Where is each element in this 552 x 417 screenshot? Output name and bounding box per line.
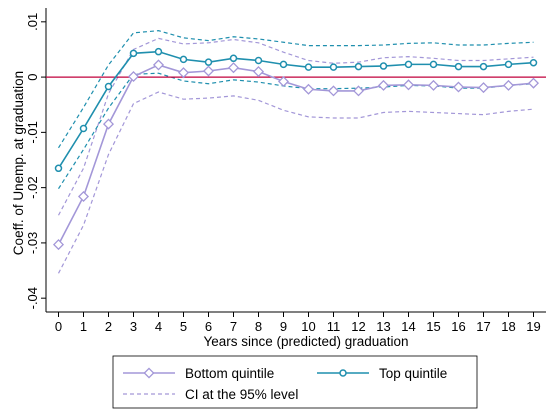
y-axis-label: Coeff. of Unemp. at graduation: [11, 71, 26, 255]
bottom-quintile-lower-ci-line: [57, 91, 534, 274]
y-tick-label: -.02: [25, 176, 40, 198]
y-tick-label: 0: [25, 73, 40, 80]
bottom-quintile-point: [452, 81, 465, 93]
top-quintile-point: [354, 62, 363, 71]
y-tick-label: .01: [25, 13, 40, 31]
legend-marker-top-quintile: [339, 369, 347, 377]
legend: Bottom quintile Top quintile CI at the 95%…: [112, 355, 478, 409]
bottom-quintile-point: [427, 79, 440, 91]
axes-group: .010-.01-.02-.03-.040 1 2 3 4 5 6 7 8 9 10 11 12 13 14…: [25, 8, 546, 334]
x-tick-label: 10: [301, 319, 315, 334]
x-tick-label: 5: [180, 319, 187, 334]
top-quintile-point: [279, 60, 288, 69]
top-quintile-line: [57, 50, 534, 169]
top-quintile-point: [404, 60, 413, 69]
bottom-quintile-point: [277, 75, 290, 88]
x-tick-label: 15: [426, 319, 440, 334]
y-tick-label: -.01: [25, 121, 40, 143]
top-quintile-point: [329, 63, 338, 71]
bottom-quintile-point: [252, 66, 265, 78]
top-quintile-point: [479, 62, 488, 71]
x-tick-label: 11: [327, 319, 341, 334]
x-tick-label: 2: [105, 319, 112, 334]
x-tick-label: 9: [280, 319, 287, 334]
markers-group: [52, 47, 540, 251]
bottom-quintile-point: [502, 79, 515, 91]
bottom-quintile-point: [327, 85, 340, 97]
x-tick-label: 6: [205, 319, 212, 334]
bottom-quintile-point: [352, 85, 365, 97]
x-tick-label: 3: [130, 319, 137, 334]
legend-label-ci-at-the-95-level: CI at the 95% level: [185, 387, 298, 402]
x-tick-label: 17: [476, 319, 490, 334]
x-axis-label: Years since (predicted) graduation: [203, 334, 408, 349]
y-tick-label: -.03: [25, 232, 40, 254]
top-quintile-point: [204, 58, 213, 66]
bottom-quintile-point: [127, 71, 140, 83]
x-tick-label: 16: [451, 319, 465, 334]
top-quintile-point: [429, 60, 438, 69]
legend-label-bottom-quintile: Bottom quintile: [185, 366, 274, 381]
x-tick-label: 1: [80, 319, 87, 334]
bottom-quintile-point: [377, 79, 390, 91]
bottom-quintile-point: [302, 83, 315, 95]
x-tick-label: 19: [526, 319, 540, 334]
bottom-quintile-point: [227, 62, 240, 74]
top-quintile-point: [454, 62, 463, 71]
bottom-quintile-point: [202, 65, 215, 77]
top-quintile-point: [154, 47, 163, 56]
top-quintile-point: [379, 62, 388, 70]
x-tick-label: 4: [155, 319, 162, 334]
bottom-quintile-point: [402, 79, 415, 91]
top-quintile-point: [179, 55, 188, 64]
legend-marker-bottom-quintile: [143, 367, 155, 379]
top-quintile-point: [104, 82, 113, 91]
top-quintile-point: [79, 124, 88, 133]
x-tick-label: 12: [351, 319, 365, 334]
top-quintile-lower-ci-line: [57, 72, 534, 190]
top-quintile-point: [54, 164, 63, 173]
top-quintile-point: [129, 49, 138, 58]
top-quintile-point: [529, 58, 538, 67]
legend-label-top-quintile: Top quintile: [379, 366, 447, 381]
top-quintile-point: [254, 56, 263, 65]
top-quintile-point: [504, 60, 513, 69]
x-tick-label: 13: [376, 319, 390, 334]
bottom-quintile-line: [57, 64, 534, 245]
top-quintile-point: [304, 63, 313, 71]
x-tick-label: 0: [55, 319, 62, 334]
x-tick-label: 7: [230, 319, 237, 334]
bottom-quintile-point: [477, 82, 490, 94]
bottom-quintile-point: [102, 118, 115, 130]
top-quintile-point: [229, 54, 238, 63]
bottom-quintile-point: [177, 67, 190, 79]
bottom-quintile-point: [52, 239, 65, 251]
bottom-quintile-point: [152, 59, 165, 71]
x-tick-label: 18: [501, 319, 515, 334]
x-tick-label: 14: [401, 319, 415, 334]
legend-box: [112, 355, 478, 409]
bottom-quintile-point: [77, 190, 90, 202]
series-lines-group: [57, 50, 534, 245]
y-tick-label: -.04: [25, 287, 40, 309]
bottom-quintile-upper-ci-line: [57, 37, 534, 216]
x-tick-label: 8: [255, 319, 262, 334]
bottom-quintile-point: [527, 77, 540, 89]
top-quintile-upper-ci-line: [57, 30, 534, 149]
